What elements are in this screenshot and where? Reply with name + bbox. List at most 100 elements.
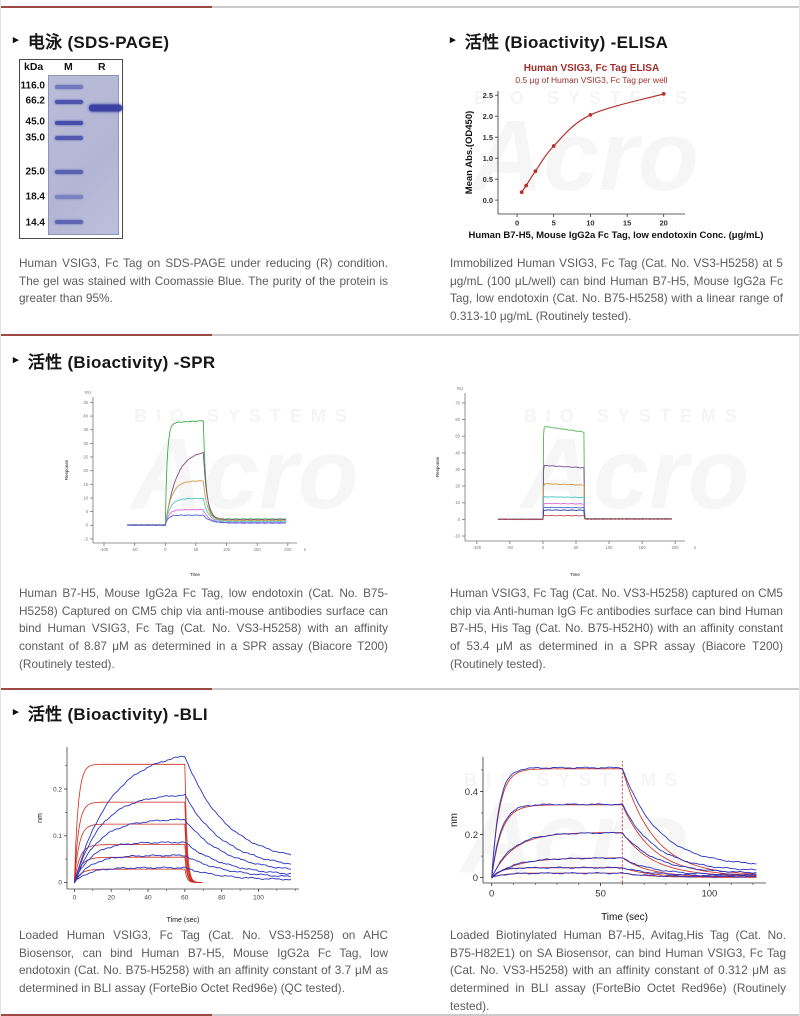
svg-text:Time (sec): Time (sec) — [167, 917, 200, 924]
bli-chart-right: 0 50 100 0 0.2 0.4 Time (sec) nm — [441, 745, 786, 923]
svg-text:Human B7-H5, Mouse IgG2a Fc Ta: Human B7-H5, Mouse IgG2a Fc Tag, low end… — [469, 230, 764, 241]
svg-text:20: 20 — [83, 468, 88, 473]
section-divider — [1, 1014, 799, 1016]
triangle-bullet-icon: ▸ — [13, 354, 19, 366]
gel-lane-label-r: R — [98, 61, 106, 73]
bli-left-caption: Loaded Human VSIG3, Fc Tag (Cat. No. VS3… — [19, 928, 388, 996]
svg-text:100: 100 — [606, 545, 614, 550]
svg-text:nm: nm — [449, 813, 460, 827]
svg-text:40: 40 — [83, 414, 88, 419]
svg-text:Response: Response — [64, 459, 69, 480]
svg-text:5: 5 — [552, 219, 556, 228]
svg-text:Time: Time — [570, 572, 580, 577]
svg-text:-10: -10 — [454, 534, 461, 539]
gel-marker-band — [55, 120, 83, 125]
section-title-bli: ▸ 活性 (Bioactivity) -BLI — [13, 700, 799, 725]
svg-text:60: 60 — [181, 895, 189, 902]
section-title-text: 电泳 (SDS-PAGE) — [27, 33, 170, 52]
svg-text:100: 100 — [253, 895, 264, 902]
svg-text:0.0: 0.0 — [483, 196, 493, 205]
gel-marker-band — [55, 136, 83, 141]
svg-text:0: 0 — [542, 545, 545, 550]
svg-text:80: 80 — [218, 895, 226, 902]
svg-text:150: 150 — [639, 545, 647, 550]
triangle-bullet-icon: ▸ — [13, 706, 19, 718]
svg-text:25: 25 — [83, 455, 88, 460]
svg-text:15: 15 — [623, 219, 631, 228]
gel-unit-label: kDa — [24, 61, 44, 73]
svg-text:1.5: 1.5 — [483, 133, 493, 142]
gel-marker-band — [55, 194, 83, 199]
gel-marker-label: 45.0 — [25, 116, 45, 128]
section-title-text: 活性 (Bioactivity) -ELISA — [464, 33, 669, 52]
spr-chart-left: -100 -50 0 50 100 150 200 -5 0 5 10 15 20 25 30 35 40 45 T… — [59, 383, 388, 579]
elisa-panel: ▸ 活性 (Bioactivity) -ELISA 0 5 10 15 20 0.0 0.5… — [416, 28, 799, 326]
triangle-bullet-icon: ▸ — [13, 34, 19, 46]
svg-text:Time (sec): Time (sec) — [601, 912, 648, 923]
svg-text:-50: -50 — [132, 547, 139, 552]
svg-text:0: 0 — [489, 889, 494, 900]
svg-text:40: 40 — [144, 895, 152, 902]
svg-text:s: s — [694, 545, 696, 550]
svg-text:0: 0 — [473, 873, 478, 884]
gel-marker-label: 35.0 — [25, 132, 45, 144]
gel-marker-band — [55, 85, 83, 90]
svg-text:1.0: 1.0 — [483, 154, 493, 163]
gel-sample-band — [89, 104, 122, 112]
svg-text:0: 0 — [164, 547, 167, 552]
svg-text:-100: -100 — [473, 545, 482, 550]
gel-marker-label: 66.2 — [25, 95, 45, 107]
gel-header: kDa M R — [20, 61, 122, 74]
svg-text:40: 40 — [455, 450, 460, 455]
svg-text:30: 30 — [455, 467, 460, 472]
svg-text:10: 10 — [586, 219, 594, 228]
bli-right-caption: Loaded Biotinylated Human B7-H5, Avitag,… — [450, 928, 786, 1013]
svg-text:10: 10 — [455, 500, 460, 505]
svg-text:150: 150 — [254, 547, 262, 552]
svg-text:2.0: 2.0 — [483, 112, 493, 121]
sds-caption: Human VSIG3, Fc Tag on SDS-PAGE under re… — [19, 256, 388, 306]
svg-text:0: 0 — [86, 523, 89, 528]
svg-text:Human VSIG3, Fc Tag ELISA: Human VSIG3, Fc Tag ELISA — [524, 63, 659, 74]
gel-marker-label: 116.0 — [20, 80, 45, 92]
spr-right-caption: Human VSIG3, Fc Tag (Cat. No. VS3-H5258)… — [450, 586, 783, 671]
spr-left-caption: Human B7-H5, Mouse IgG2a Fc Tag, low end… — [19, 586, 388, 671]
svg-text:2.5: 2.5 — [483, 91, 493, 100]
svg-text:Mean Abs.(OD450): Mean Abs.(OD450) — [464, 111, 475, 195]
gel-marker-band — [55, 169, 83, 174]
section-bli: BIO SYSTEMS Acro ▸ 活性 (Bioactivity) -BLI… — [1, 690, 799, 1014]
svg-text:0.2: 0.2 — [465, 830, 478, 841]
svg-text:20: 20 — [455, 484, 460, 489]
svg-text:s: s — [304, 547, 306, 552]
gel-marker-band — [55, 220, 83, 225]
elisa-chart: 0 5 10 15 20 0.0 0.5 1.0 1.5 2.0 2.5 Human VSIG3, F… — [450, 59, 783, 241]
svg-text:0.5: 0.5 — [483, 175, 493, 184]
svg-text:50: 50 — [194, 547, 199, 552]
gel-marker-label: 18.4 — [25, 191, 45, 203]
svg-text:nm: nm — [37, 813, 44, 823]
svg-text:15: 15 — [83, 482, 88, 487]
section-divider — [1, 334, 799, 336]
svg-text:0.5 μg of Human VSIG3, Fc Tag: 0.5 μg of Human VSIG3, Fc Tag per well — [515, 75, 667, 85]
svg-text:200: 200 — [284, 547, 292, 552]
section-sds-elisa: BIO SYSTEMS Acro ▸ 电泳 (SDS-PAGE) kDa M R… — [1, 8, 799, 334]
section-title-spr: ▸ 活性 (Bioactivity) -SPR — [13, 348, 799, 373]
bli-right-panel: 0 50 100 0 0.2 0.4 Time (sec) nm Loaded Biotiny… — [416, 731, 799, 1014]
gel-marker-band — [55, 100, 83, 105]
svg-text:-5: -5 — [84, 536, 88, 541]
bli-chart-left: 0 20 40 60 80 100 0 0.1 0.2 Time (sec) nm — [33, 737, 388, 925]
triangle-bullet-icon: ▸ — [450, 34, 456, 46]
svg-text:5: 5 — [86, 509, 89, 514]
svg-text:20: 20 — [660, 219, 668, 228]
spr-chart-right: -100 -50 0 50 100 150 200 -10 0 10 20 30 40 50 60 70 Tim… — [429, 381, 783, 579]
svg-text:0: 0 — [515, 219, 519, 228]
svg-text:70: 70 — [455, 400, 460, 405]
section-divider — [1, 6, 799, 8]
section-divider — [1, 688, 799, 690]
gel-marker-label: 14.4 — [25, 217, 45, 229]
svg-text:0: 0 — [58, 880, 62, 887]
svg-text:100: 100 — [701, 889, 717, 900]
gel-marker-label: 25.0 — [25, 166, 45, 178]
svg-text:-50: -50 — [507, 545, 514, 550]
